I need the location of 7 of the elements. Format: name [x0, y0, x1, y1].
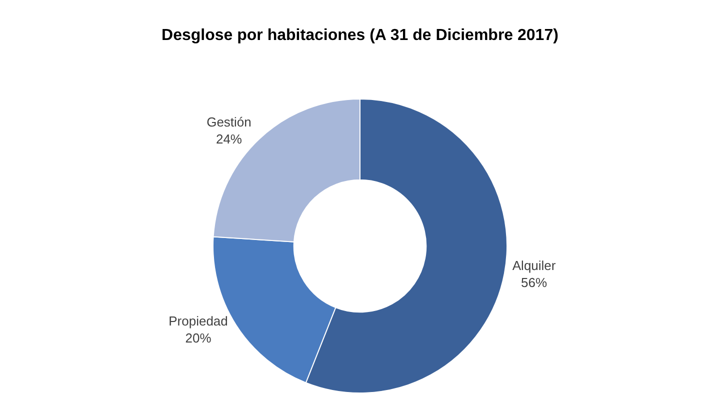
chart-title: Desglose por habitaciones (A 31 de Diciembre 2017) [162, 26, 558, 44]
slice-label: Alquiler [512, 258, 556, 274]
data-label: 56% [521, 275, 548, 290]
data-label: 24% [216, 131, 242, 146]
slice-label: Gestión [206, 114, 252, 130]
slice-label: Propiedad [168, 313, 228, 328]
data-label: 20% [185, 330, 212, 346]
